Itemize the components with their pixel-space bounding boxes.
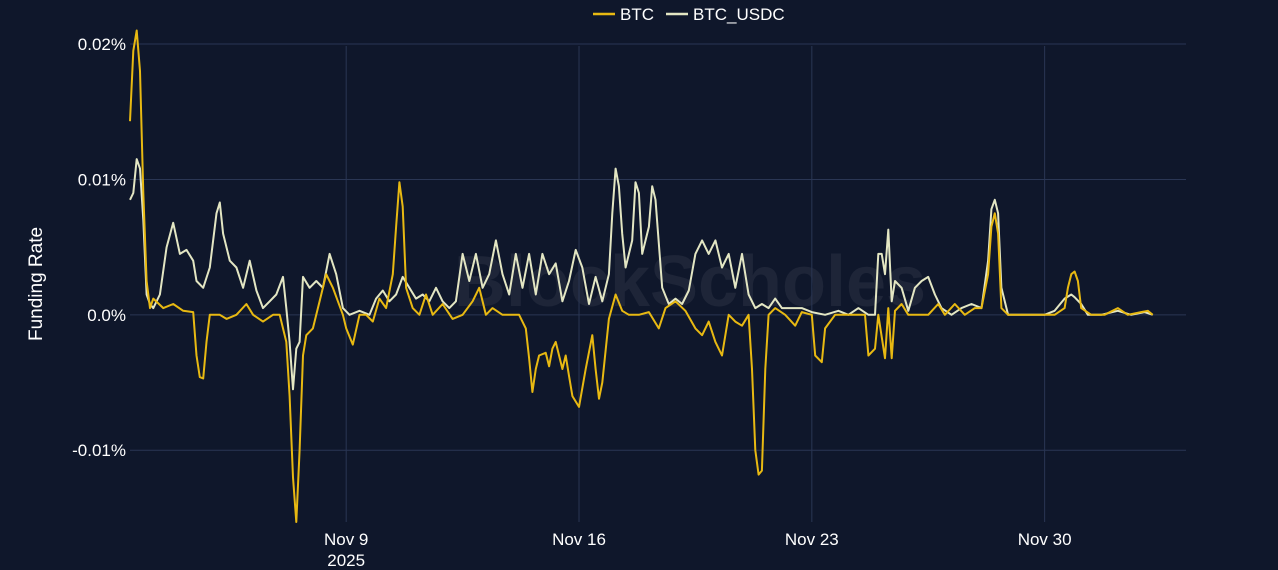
grid-lines	[130, 43, 1186, 522]
series-line-btc	[129, 29, 1154, 523]
series-layer	[129, 29, 1154, 523]
x-axis-ticks: Nov 9 2025 Nov 16 Nov 23 Nov 30	[324, 530, 1072, 570]
x-tick-label: Nov 23	[785, 530, 839, 549]
x-tick-label: Nov 16	[552, 530, 606, 549]
x-tick-label: Nov 9	[324, 530, 368, 549]
y-tick-label: -0.01%	[72, 441, 126, 460]
y-tick-label: 0.0%	[87, 306, 126, 325]
legend: BTC BTC_USDC	[593, 5, 785, 24]
y-axis-ticks: 0.02% 0.01% 0.0% -0.01%	[72, 35, 126, 460]
x-tick-year-label: 2025	[327, 551, 365, 570]
y-tick-label: 0.02%	[78, 35, 126, 54]
y-axis-title: Funding Rate	[26, 227, 47, 341]
series-line-btc-usdc	[129, 158, 1154, 391]
legend-label: BTC_USDC	[693, 5, 785, 24]
x-tick-label: Nov 30	[1018, 530, 1072, 549]
y-tick-label: 0.01%	[78, 170, 126, 189]
legend-label: BTC	[620, 5, 654, 24]
